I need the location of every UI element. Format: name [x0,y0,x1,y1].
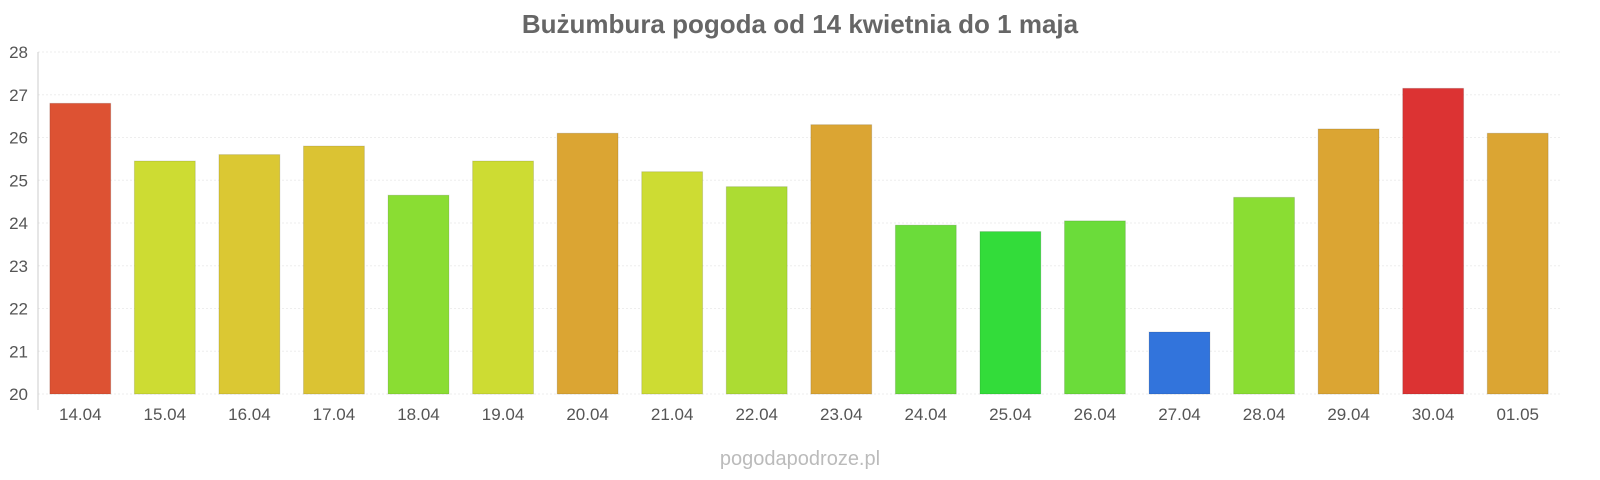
x-tick-label: 27.04 [1158,405,1201,424]
x-tick-label: 14.04 [59,405,102,424]
bar-30.04[interactable] [1402,87,1465,395]
x-tick-label: 30.04 [1412,405,1455,424]
bar-28.04[interactable] [1233,196,1295,395]
y-tick-label: 23 [9,257,28,276]
bar-29.04[interactable] [1317,128,1380,395]
x-tick-label: 24.04 [905,405,948,424]
bar-19.04[interactable] [472,160,534,395]
x-tick-label: 28.04 [1243,405,1286,424]
watermark: pogodapodroze.pl [720,448,880,470]
y-tick-label: 25 [9,171,28,190]
x-tick-label: 17.04 [313,405,356,424]
y-tick-label: 26 [9,129,28,148]
bar-18.04[interactable] [387,194,450,395]
x-tick-label: 26.04 [1074,405,1117,424]
bar-24.04[interactable] [894,224,957,395]
bar-22.04[interactable] [725,186,788,395]
bar-21.04[interactable] [641,171,704,395]
bar-27.04[interactable] [1148,331,1211,395]
y-tick-label: 20 [9,385,28,404]
y-axis-ticks: 20 21 22 23 24 25 26 27 28 [9,43,28,404]
bar-20.04[interactable] [556,132,619,395]
bar-01.05[interactable] [1486,132,1549,395]
x-tick-label: 18.04 [397,405,440,424]
x-tick-label: 21.04 [651,405,694,424]
x-tick-label: 20.04 [566,405,609,424]
x-axis-ticks: 14.04 15.04 16.04 17.04 18.04 19.04 20.04 21.04… [59,405,1539,424]
y-tick-label: 28 [9,43,28,62]
bar-23.04[interactable] [810,124,873,395]
y-tick-label: 27 [9,86,28,105]
x-tick-label: 01.05 [1496,405,1539,424]
x-tick-label: 15.04 [144,405,187,424]
grid-lines [38,51,1560,395]
x-tick-label: 19.04 [482,405,525,424]
bar-17.04[interactable] [303,145,365,395]
x-tick-label: 23.04 [820,405,863,424]
x-tick-label: 25.04 [989,405,1032,424]
bar-14.04[interactable] [49,102,112,395]
bar-15.04[interactable] [133,160,196,395]
x-tick-label: 16.04 [228,405,271,424]
y-tick-label: 22 [9,300,28,319]
chart-title: Bużumbura pogoda od 14 kwietnia do 1 maj… [522,9,1079,39]
x-tick-label: 29.04 [1327,405,1370,424]
x-tick-label: 22.04 [735,405,778,424]
bar-25.04[interactable] [979,231,1042,395]
y-tick-label: 24 [9,214,28,233]
bar-16.04[interactable] [218,154,281,395]
y-tick-label: 21 [9,342,28,361]
bars [49,87,1549,395]
bar-26.04[interactable] [1064,220,1126,395]
